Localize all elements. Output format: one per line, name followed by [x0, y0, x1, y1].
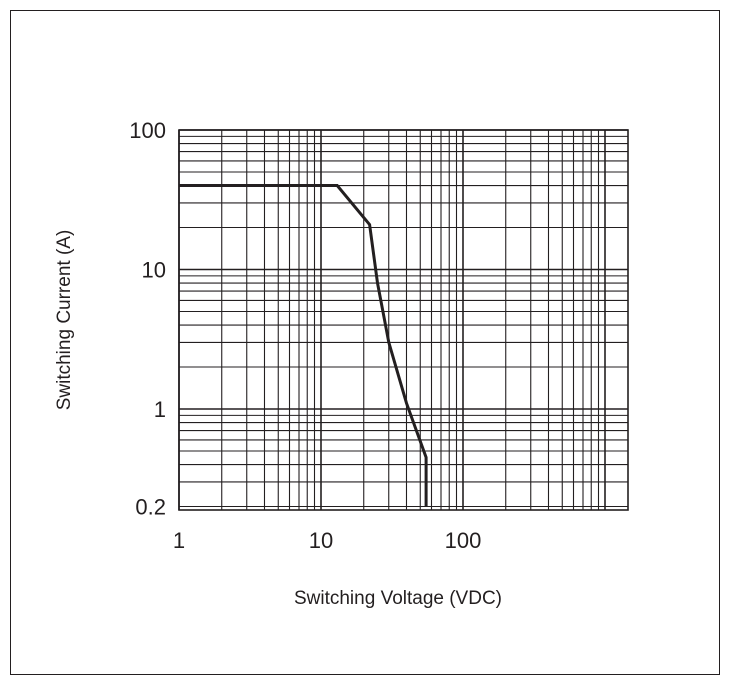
y-tick-label: 1: [154, 397, 166, 422]
grid: [178, 129, 629, 511]
y-tick-label: 10: [142, 258, 166, 283]
x-tick-label: 10: [309, 528, 333, 553]
y-tick-label: 100: [129, 118, 166, 143]
plot-border: [178, 129, 629, 511]
x-axis-title: Switching Voltage (VDC): [294, 588, 502, 609]
series-layer: [179, 184, 428, 507]
series-line: [179, 184, 428, 507]
y-axis-title: Switching Current (A): [54, 230, 75, 411]
x-tick-label: 1: [173, 528, 185, 553]
tick-labels: 1 10 100 100 10 1 0.2: [129, 118, 481, 553]
y-tick-label: 0.2: [135, 495, 166, 520]
x-tick-label: 100: [445, 528, 482, 553]
